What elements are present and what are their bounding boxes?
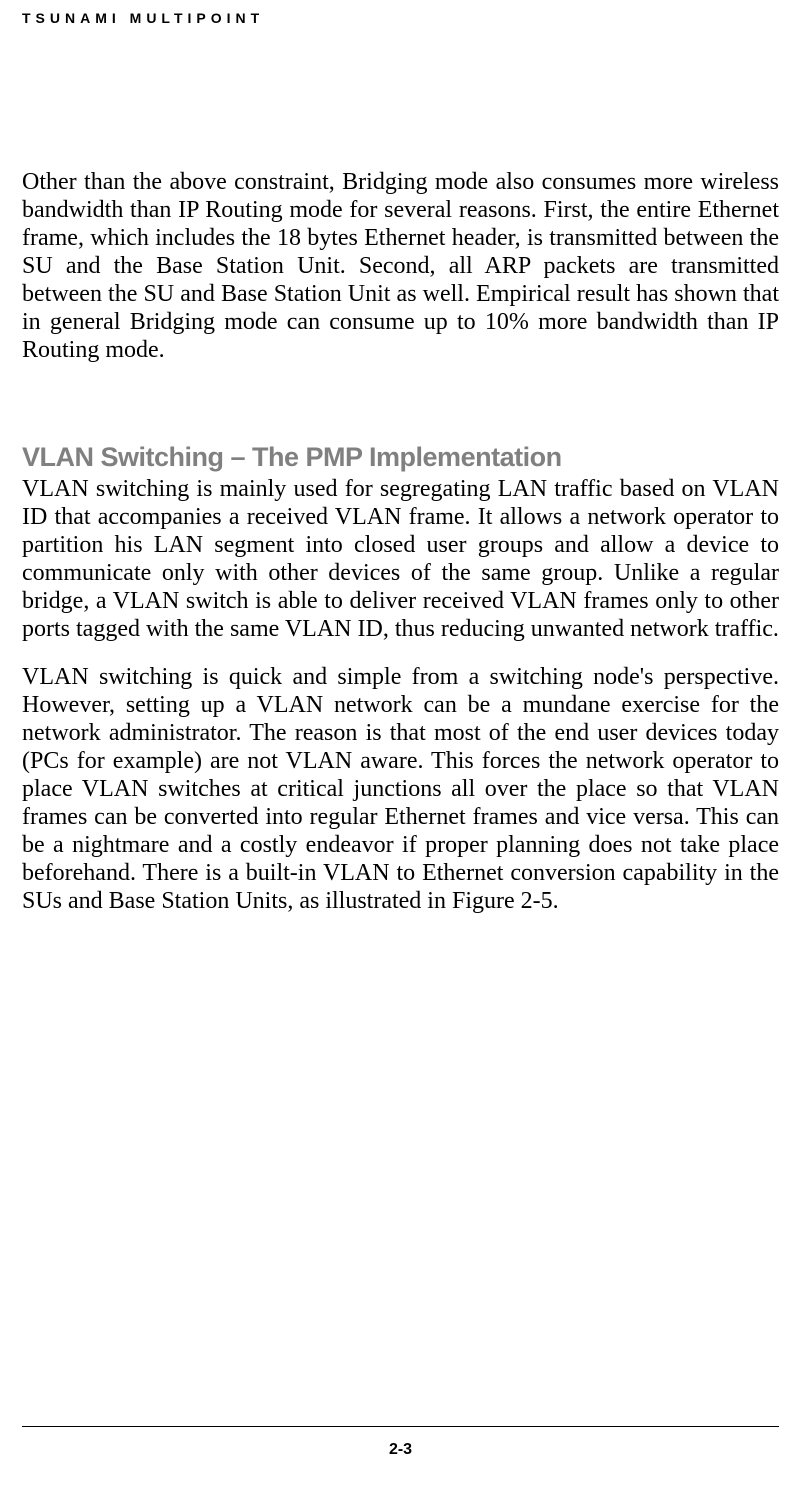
body-paragraph-2: VLAN switching is mainly used for segreg… bbox=[22, 475, 779, 643]
body-paragraph-3: VLAN switching is quick and simple from … bbox=[22, 663, 779, 915]
body-paragraph-1: Other than the above constraint, Bridgin… bbox=[22, 168, 779, 364]
page-footer: 2-3 bbox=[0, 1441, 801, 1459]
page-number: 2-3 bbox=[389, 1441, 412, 1458]
page-content: Other than the above constraint, Bridgin… bbox=[22, 0, 779, 915]
page-header: TSUNAMI MULTIPOINT bbox=[22, 10, 264, 26]
page-container: TSUNAMI MULTIPOINT Other than the above … bbox=[0, 0, 801, 1489]
footer-divider bbox=[22, 1426, 779, 1427]
section-heading-vlan: VLAN Switching – The PMP Implementation bbox=[22, 442, 779, 473]
